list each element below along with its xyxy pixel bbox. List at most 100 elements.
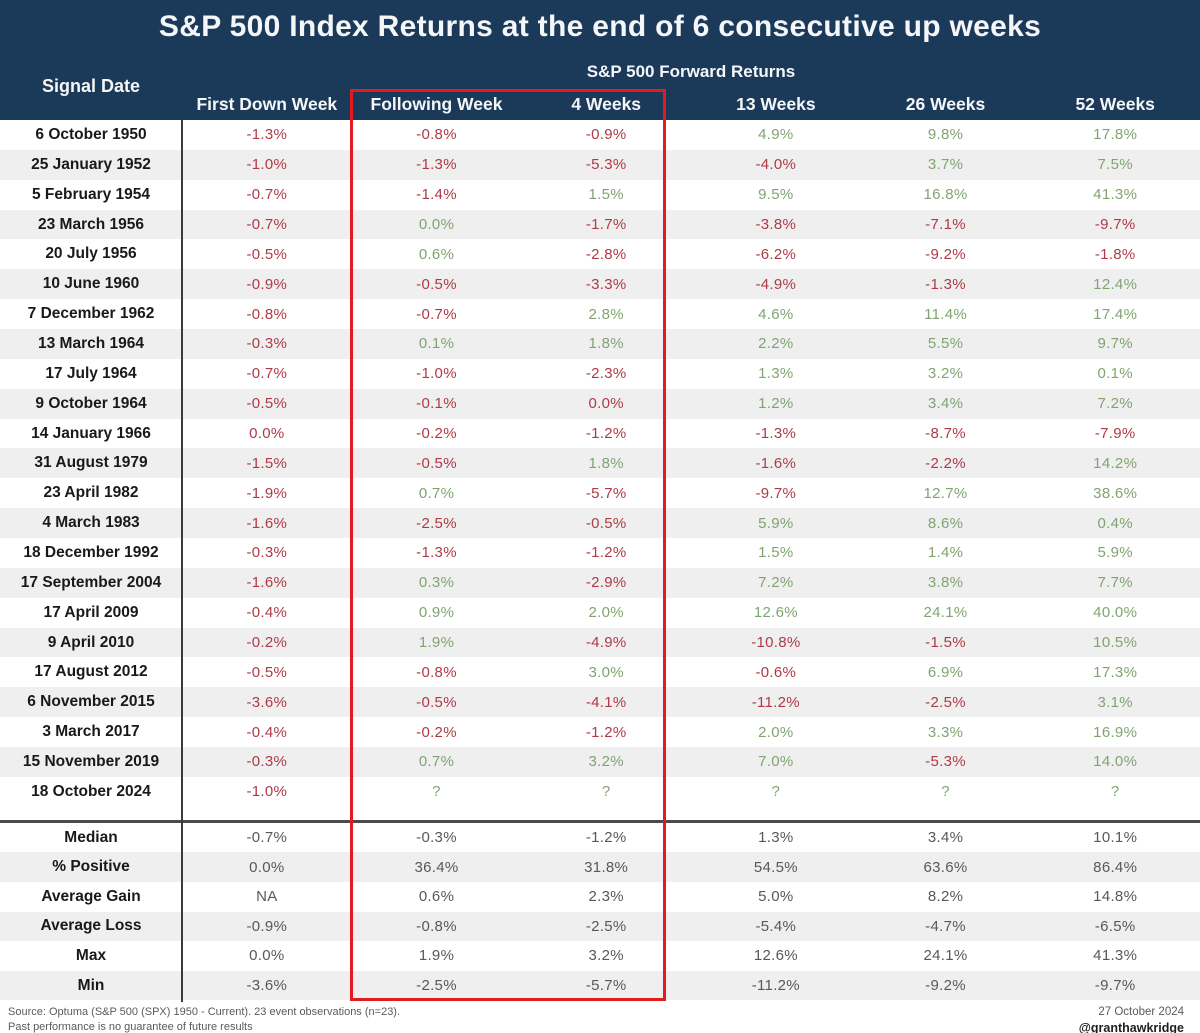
date-cell: 6 October 1950: [35, 125, 147, 143]
value-cell: 1.4%: [927, 544, 964, 562]
value-cell: 3.1%: [1097, 693, 1133, 711]
value-cell: -1.5%: [246, 454, 288, 472]
summary-value-cell: 14.8%: [1093, 888, 1138, 906]
value-cell: 1.3%: [758, 365, 794, 383]
value-cell: -0.2%: [416, 723, 457, 741]
table-row: 6 October 1950 -1.3% -0.8% -0.9% 4.9% 9.8% 17.…: [0, 120, 1200, 150]
value-cell: -0.5%: [246, 395, 288, 413]
value-cell: -3.8%: [755, 216, 797, 233]
date-cell: 9 April 2010: [47, 633, 135, 651]
value-cell: -1.0%: [246, 783, 288, 801]
value-cell: 17.8%: [1093, 126, 1138, 144]
column-header: 26 Weeks: [905, 94, 986, 114]
value-cell: -4.1%: [585, 693, 627, 711]
value-cell: -0.5%: [416, 454, 457, 472]
summary-value-cell: 1.3%: [758, 829, 794, 847]
date-cell: 4 March 1983: [42, 514, 140, 532]
value-cell: 7.2%: [1097, 395, 1133, 413]
value-cell: -1.2%: [585, 544, 627, 562]
summary-label-cell: Average Loss: [40, 917, 142, 935]
date-cell: 10 June 1960: [42, 275, 140, 293]
value-cell: 11.4%: [924, 305, 967, 323]
value-cell: -2.5%: [416, 514, 457, 532]
summary-row: Max 0.0% 1.9% 3.2% 12.6% 24.1% 41.3%: [0, 941, 1200, 971]
table-row: 10 June 1960 -0.9% -0.5% -3.3% -4.9% -1.3% 12.…: [0, 269, 1200, 300]
value-cell: ?: [432, 783, 441, 801]
value-cell: -0.3%: [246, 544, 288, 562]
value-cell: -0.4%: [246, 723, 288, 741]
author-handle: @granthawkridge: [1078, 1020, 1184, 1033]
summary-value-cell: 54.5%: [753, 858, 798, 876]
value-cell: 3.0%: [588, 663, 624, 681]
value-cell: -4.9%: [755, 275, 797, 293]
value-cell: 0.4%: [1097, 514, 1133, 532]
value-cell: 0.9%: [418, 604, 455, 622]
value-cell: -0.8%: [416, 126, 457, 144]
publish-date: 27 October 2024: [1098, 1006, 1184, 1018]
summary-value-cell: -0.8%: [416, 917, 457, 935]
table-row: 20 July 1956 -0.5% 0.6% -2.8% -6.2% -9.2% -1.8…: [0, 239, 1200, 269]
value-cell: -1.3%: [755, 425, 797, 443]
value-cell: 9.7%: [1097, 335, 1133, 353]
summary-value-cell: -6.5%: [1094, 917, 1136, 935]
table-row: 5 February 1954 -0.7% -1.4% 1.5% 9.5% 16.8% 41…: [0, 180, 1200, 210]
table-row: 31 August 1979 -1.5% -0.5% 1.8% -1.6% -2.2% 14…: [0, 448, 1200, 479]
table-row: 17 July 1964 -0.7% -1.0% -2.3% 1.3% 3.2% 0.1%: [0, 359, 1200, 389]
value-cell: -8.7%: [925, 425, 966, 443]
value-cell: 2.2%: [758, 335, 794, 353]
value-cell: 38.6%: [1093, 484, 1138, 502]
value-cell: -5.3%: [925, 753, 966, 771]
summary-value-cell: -5.4%: [755, 917, 797, 935]
signal-date-header: Signal Date: [41, 76, 141, 96]
value-cell: 0.7%: [418, 753, 455, 771]
value-cell: 8.6%: [927, 514, 964, 532]
value-cell: ?: [771, 783, 781, 801]
disclaimer-note: Past performance is no guarantee of futu…: [8, 1020, 253, 1033]
value-cell: -10.8%: [751, 634, 801, 652]
date-cell: 25 January 1952: [31, 155, 151, 173]
value-cell: 2.0%: [758, 723, 794, 741]
footer-source-block: Source: Optuma (S&P 500 (SPX) 1950 - Cur…: [8, 1005, 400, 1033]
table-row: 7 December 1962 -0.8% -0.7% 2.8% 4.6% 11.4% 17…: [0, 299, 1200, 329]
date-cell: 20 July 1956: [45, 245, 137, 263]
value-cell: -9.2%: [925, 245, 966, 263]
value-cell: 0.6%: [418, 245, 455, 263]
value-cell: -3.6%: [246, 693, 288, 711]
summary-value-cell: 31.8%: [584, 858, 629, 876]
event-rows: 6 October 1950 -1.3% -0.8% -0.9% 4.9% 9.8% 17.…: [0, 120, 1200, 807]
summary-value-cell: -5.7%: [585, 977, 627, 995]
footer: Source: Optuma (S&P 500 (SPX) 1950 - Cur…: [0, 1002, 1200, 1033]
value-cell: -1.0%: [416, 365, 457, 383]
table-row: 23 March 1956 -0.7% 0.0% -1.7% -3.8% -7.1% -9.…: [0, 209, 1200, 240]
summary-value-cell: 3.4%: [927, 829, 964, 847]
column-header: First Down Week: [196, 94, 338, 114]
value-cell: 12.4%: [1093, 275, 1138, 293]
table-body: 6 October 1950 -1.3% -0.8% -0.9% 4.9% 9.8% 17.…: [0, 120, 1200, 1001]
value-cell: 24.1%: [923, 604, 968, 622]
date-cell: 17 September 2004: [20, 573, 162, 591]
value-cell: 1.2%: [758, 395, 794, 413]
table-row: 18 December 1992 -0.3% -1.3% -1.2% 1.5% 1.4% 5…: [0, 538, 1200, 568]
table-row: 17 April 2009 -0.4% 0.9% 2.0% 12.6% 24.1% 40.0…: [0, 598, 1200, 628]
value-cell: -1.6%: [246, 574, 288, 592]
value-cell: -1.3%: [925, 275, 966, 293]
column-header: 4 Weeks: [571, 94, 642, 114]
date-cell: 3 March 2017: [42, 723, 140, 741]
value-cell: 4.9%: [758, 126, 794, 144]
summary-value-cell: 36.4%: [414, 858, 459, 876]
value-cell: -9.7%: [1094, 216, 1136, 233]
summary-value-cell: 63.6%: [923, 858, 968, 876]
table-row: 9 October 1964 -0.5% -0.1% 0.0% 1.2% 3.4% 7.2%: [0, 388, 1200, 419]
value-cell: 0.3%: [418, 574, 455, 592]
summary-row: Median -0.7% -0.3% -1.2% 1.3% 3.4% 10.1%: [0, 823, 1200, 853]
summary-value-cell: -0.9%: [246, 917, 288, 935]
date-cell: 23 March 1956: [38, 215, 144, 233]
value-cell: 16.9%: [1093, 723, 1138, 741]
value-cell: 0.1%: [1097, 365, 1133, 383]
value-cell: 10.5%: [1093, 634, 1138, 652]
value-cell: -0.7%: [246, 216, 288, 233]
value-cell: -0.2%: [246, 634, 288, 652]
summary-value-cell: 5.0%: [758, 888, 794, 906]
date-cell: 18 December 1992: [23, 543, 159, 561]
date-cell: 17 April 2009: [43, 603, 139, 621]
